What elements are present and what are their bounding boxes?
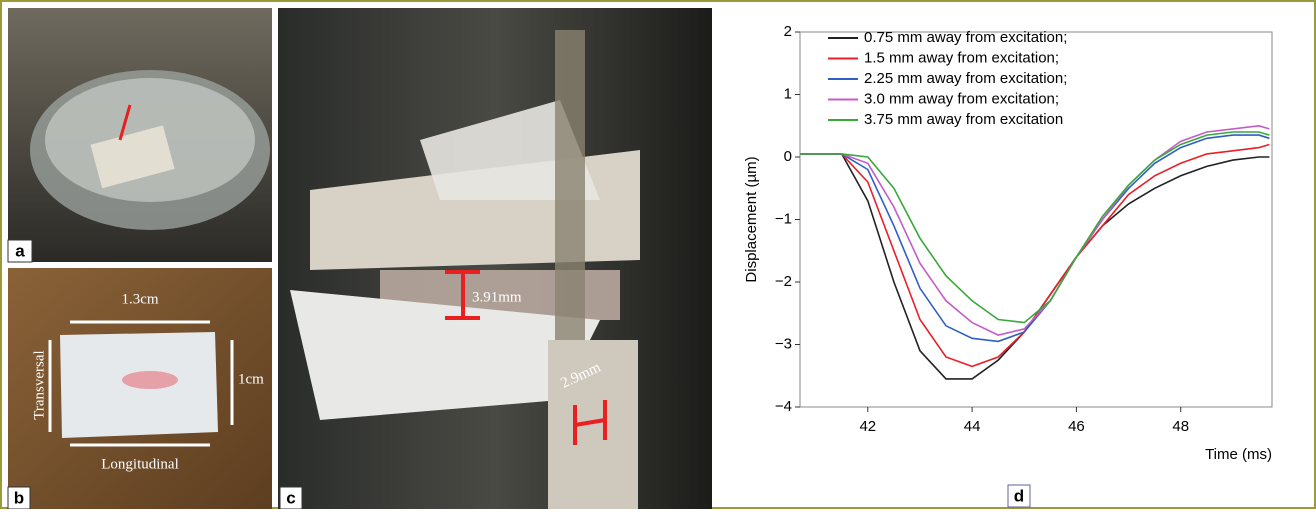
- series-line: [800, 145, 1269, 367]
- x-tick-label: 48: [1172, 418, 1189, 435]
- plot-area: [800, 32, 1272, 407]
- y-tick-label: 1: [784, 85, 792, 102]
- annotation: Transversal: [31, 350, 47, 419]
- series-line: [800, 135, 1269, 341]
- y-tick-label: 2: [784, 23, 792, 40]
- figure: a 1.3cm 1cm Transversal Longitudinal b 3…: [0, 0, 1316, 509]
- y-tick-label: 0: [784, 148, 792, 165]
- x-tick-label: 42: [859, 418, 876, 435]
- x-axis-label: Time (ms): [1205, 446, 1272, 463]
- annotation: 1.3cm: [121, 291, 158, 307]
- legend-label: 0.75 mm away from excitation;: [864, 29, 1067, 46]
- series-line: [800, 132, 1269, 323]
- y-tick-label: −1: [775, 210, 792, 227]
- legend-label: 1.5 mm away from excitation;: [864, 49, 1059, 66]
- y-axis-label: Displacement (µm): [743, 156, 760, 282]
- photo-a: a: [8, 8, 272, 262]
- photo-b: 1.3cm 1cm Transversal Longitudinal b: [8, 268, 272, 509]
- legend-label: 3.75 mm away from excitation: [864, 111, 1063, 128]
- panel-label: d: [1014, 486, 1024, 505]
- annotation: 1cm: [238, 371, 264, 387]
- legend-label: 3.0 mm away from excitation;: [864, 90, 1059, 107]
- y-tick-label: −3: [775, 335, 792, 352]
- panel-label: c: [286, 488, 295, 507]
- panel-label: a: [15, 241, 25, 260]
- panel-label: b: [14, 488, 24, 507]
- legend-label: 2.25 mm away from excitation;: [864, 70, 1067, 87]
- x-tick-label: 44: [964, 418, 981, 435]
- annotation: Longitudinal: [101, 456, 179, 472]
- x-tick-label: 46: [1068, 418, 1085, 435]
- photo-c: 3.91mm 2.9mm c: [278, 8, 712, 509]
- annotation: 3.91mm: [472, 289, 522, 305]
- y-tick-label: −4: [775, 398, 792, 415]
- y-tick-label: −2: [775, 273, 792, 290]
- line-chart: −4 −3 −2 −1 0 1 2 42 44 46 48 Time (ms) Displacement…: [743, 23, 1272, 507]
